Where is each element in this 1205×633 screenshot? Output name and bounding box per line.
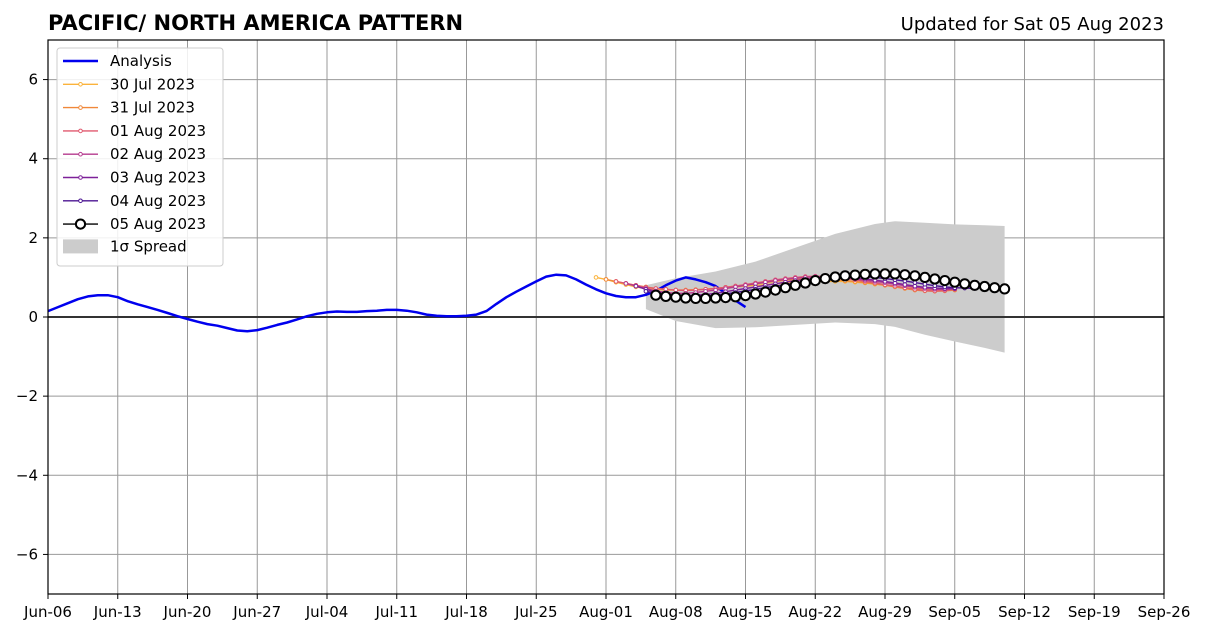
legend-box — [56, 47, 224, 267]
legend-label: 05 Aug 2023 — [110, 215, 206, 233]
legend-marker — [78, 82, 83, 87]
forecast-point — [729, 291, 742, 303]
forecast-point — [989, 282, 1001, 294]
forecast-point — [613, 279, 619, 284]
forecast-point — [909, 270, 921, 282]
legend-marker — [78, 175, 83, 180]
forecast-point — [633, 283, 639, 289]
x-tick-label: Jul-11 — [374, 603, 418, 621]
legend-label: Analysis — [110, 52, 172, 70]
forecast-point — [959, 278, 971, 290]
forecast-point — [902, 282, 908, 287]
forecast-point — [789, 279, 801, 291]
x-tick-label: Aug-22 — [788, 603, 842, 621]
forecast-point — [879, 268, 891, 280]
legend-label: 31 Jul 2023 — [110, 99, 195, 117]
forecast-point — [660, 290, 672, 302]
forecast-point — [999, 283, 1011, 295]
x-tick-label: Aug-08 — [649, 603, 703, 621]
forecast-point — [779, 282, 792, 294]
legend-label: 02 Aug 2023 — [110, 145, 206, 163]
forecast-point — [809, 275, 821, 287]
forecast-line — [625, 275, 955, 294]
forecast-point — [839, 270, 851, 282]
x-tick-label: Sep-26 — [1138, 603, 1191, 621]
forecast-point — [643, 289, 649, 294]
forecast-point — [710, 292, 722, 304]
forecast-point — [949, 276, 961, 288]
forecast-point — [969, 279, 981, 291]
legend: Analysis 30 Jul 2023 31 Jul 2023 01 Aug 202… — [56, 47, 224, 267]
forecast-point — [623, 281, 629, 286]
forecast-point — [869, 268, 881, 280]
x-tick-label: Jul-04 — [305, 603, 349, 621]
x-tick-label: Jun-27 — [232, 603, 281, 621]
y-tick-label: 0 — [28, 308, 38, 326]
plot-frame — [47, 39, 1165, 595]
legend-marker — [78, 105, 83, 110]
forecast-point — [759, 286, 772, 298]
x-tick-label: Aug-29 — [858, 603, 912, 621]
forecast-point — [939, 275, 951, 287]
x-tick-label: Sep-05 — [928, 603, 981, 621]
forecast-point — [859, 268, 871, 280]
legend-marker — [78, 128, 83, 134]
forecast-point — [690, 292, 702, 304]
forecast-point — [819, 273, 831, 285]
forecast-point — [593, 275, 599, 280]
forecast-point — [720, 292, 732, 304]
y-tick-label: −2 — [16, 387, 38, 405]
forecast-point — [650, 289, 662, 301]
chart-subtitle: Updated for Sat 05 Aug 2023 — [901, 14, 1164, 35]
y-tick-label: −6 — [16, 545, 38, 563]
legend-label: 30 Jul 2023 — [110, 75, 195, 93]
y-tick-label: 4 — [28, 150, 38, 168]
forecast-point — [889, 268, 901, 280]
forecast-point — [799, 277, 811, 289]
chart-title: PACIFIC/ NORTH AMERICA PATTERN — [48, 11, 463, 35]
analysis-line — [47, 273, 747, 333]
plot-area: Jun-06 Jun-13 Jun-20 Jun-27 Jul-04 Jul-11 Jul-… — [16, 39, 1191, 621]
x-tick-label: Jul-25 — [514, 603, 558, 621]
y-tick-label: −4 — [16, 466, 38, 484]
forecast-point — [919, 271, 931, 283]
forecast-point — [769, 284, 782, 296]
forecast-point — [899, 269, 911, 281]
x-tick-label: Sep-19 — [1068, 603, 1121, 621]
forecast-point — [603, 277, 609, 282]
forecast-point — [849, 269, 861, 281]
spread-band — [645, 221, 1005, 353]
forecast-point — [979, 280, 991, 293]
forecast-point — [749, 288, 762, 300]
x-tick-label: Jun-06 — [23, 603, 72, 621]
legend-label: 01 Aug 2023 — [110, 122, 206, 140]
legend-marker — [78, 151, 83, 157]
legend-swatch — [63, 239, 98, 254]
legend-marker — [78, 198, 83, 204]
forecast-point — [700, 292, 712, 304]
forecast-point — [680, 292, 692, 304]
y-tick-label: 6 — [28, 71, 38, 89]
forecast-point — [739, 290, 752, 302]
legend-marker — [74, 218, 87, 230]
x-tick-label: Jun-20 — [163, 603, 212, 621]
x-tick-label: Sep-12 — [998, 603, 1051, 621]
forecast-point — [670, 291, 682, 303]
forecast-point — [929, 273, 941, 285]
x-tick-label: Aug-15 — [719, 603, 773, 621]
legend-label: 04 Aug 2023 — [110, 192, 206, 210]
legend-label: 1σ Spread — [110, 237, 187, 255]
x-tick-label: Jun-13 — [93, 603, 142, 621]
y-tick-label: 2 — [28, 229, 38, 247]
x-tick-label: Aug-01 — [579, 603, 633, 621]
legend-label: 03 Aug 2023 — [110, 169, 206, 187]
forecast-point — [829, 271, 841, 283]
x-tick-label: Jul-18 — [444, 603, 488, 621]
